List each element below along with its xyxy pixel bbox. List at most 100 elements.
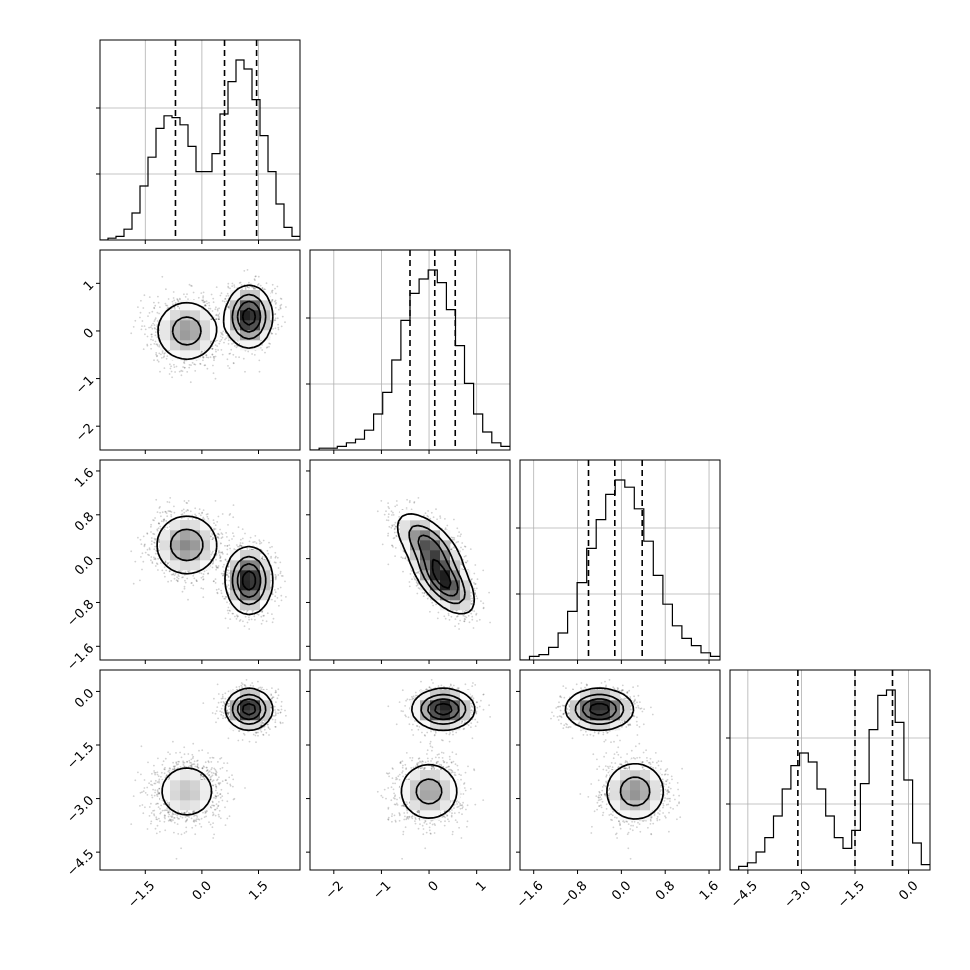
- sample-point: [261, 287, 264, 289]
- sample-point: [198, 572, 201, 574]
- sample-point: [228, 579, 231, 582]
- sample-point: [195, 580, 198, 582]
- sample-point: [227, 576, 230, 578]
- sample-point: [143, 544, 146, 546]
- sample-point: [213, 522, 215, 525]
- density-cell: [170, 340, 181, 351]
- sample-point: [220, 589, 223, 592]
- sample-point: [178, 297, 181, 300]
- sample-point: [274, 561, 277, 564]
- sample-point: [165, 512, 168, 514]
- sample-point: [214, 308, 217, 311]
- sample-point: [194, 363, 197, 366]
- sample-point: [154, 552, 157, 555]
- sample-point: [150, 537, 153, 539]
- sample-point: [203, 518, 206, 521]
- sample-point: [277, 587, 279, 590]
- sample-point: [205, 300, 208, 303]
- sample-point: [256, 284, 259, 286]
- sample-point: [176, 576, 179, 579]
- density-cell: [170, 330, 181, 341]
- sample-point: [227, 612, 230, 615]
- sample-point: [275, 302, 277, 304]
- sample-point: [153, 542, 156, 544]
- sample-point: [211, 566, 214, 569]
- sample-point: [248, 540, 251, 543]
- sample-point: [158, 352, 161, 355]
- sample-point: [168, 510, 171, 513]
- sample-point: [202, 359, 204, 362]
- sample-point: [226, 544, 229, 547]
- sample-point: [146, 335, 149, 338]
- sample-point: [209, 342, 212, 344]
- sample-point: [218, 533, 221, 536]
- sample-point: [261, 619, 264, 622]
- sample-point: [224, 617, 227, 620]
- sample-point: [181, 509, 183, 512]
- sample-point: [233, 345, 236, 347]
- sample-point: [218, 550, 220, 553]
- sample-point: [280, 594, 283, 597]
- sample-point: [215, 306, 217, 309]
- sample-point: [183, 293, 185, 296]
- sample-point: [227, 606, 230, 609]
- sample-point: [195, 514, 198, 517]
- sample-point: [241, 537, 244, 540]
- sample-point: [227, 285, 230, 288]
- sample-point: [187, 598, 189, 601]
- sample-point: [148, 296, 151, 298]
- sample-point: [214, 348, 217, 351]
- sample-point: [172, 297, 175, 299]
- sample-point: [252, 288, 255, 290]
- sample-point: [215, 318, 218, 321]
- density-cell: [220, 310, 231, 321]
- sample-point: [204, 364, 207, 367]
- sample-point: [200, 572, 203, 575]
- sample-point: [150, 543, 153, 545]
- sample-point: [150, 525, 152, 528]
- sample-point: [150, 531, 152, 533]
- sample-point: [266, 346, 269, 348]
- sample-point: [159, 506, 161, 508]
- sample-point: [154, 318, 157, 321]
- sample-point: [251, 611, 254, 614]
- sample-point: [182, 366, 185, 368]
- sample-point: [228, 304, 231, 307]
- sample-point: [222, 574, 225, 577]
- sample-point: [258, 359, 261, 362]
- sample-point: [280, 599, 283, 602]
- sample-point: [274, 306, 277, 309]
- sample-point: [221, 582, 224, 585]
- sample-point: [251, 610, 254, 612]
- sample-point: [215, 588, 218, 591]
- sample-point: [173, 299, 176, 302]
- sample-point: [158, 522, 161, 525]
- sample-point: [153, 301, 155, 304]
- density-cell: [260, 300, 271, 311]
- sample-point: [285, 306, 287, 308]
- sample-point: [177, 574, 180, 576]
- sample-point: [156, 320, 159, 322]
- sample-point: [185, 510, 188, 512]
- sample-point: [146, 533, 149, 535]
- sample-point: [271, 289, 274, 292]
- sample-point: [187, 570, 189, 573]
- sample-point: [274, 287, 276, 290]
- density-cell: [180, 350, 191, 361]
- sample-point: [181, 590, 184, 593]
- sample-point: [238, 620, 241, 622]
- sample-point: [224, 597, 227, 600]
- sample-point: [211, 347, 213, 350]
- sample-point: [206, 515, 209, 518]
- sample-point: [160, 515, 162, 518]
- sample-point: [158, 522, 160, 524]
- sample-point: [279, 572, 282, 575]
- sample-point: [275, 575, 277, 578]
- sample-point: [275, 555, 277, 558]
- sample-point: [206, 513, 209, 515]
- density-cell: [200, 320, 211, 331]
- sample-point: [271, 593, 274, 596]
- sample-point: [284, 321, 286, 324]
- sample-point: [186, 577, 189, 580]
- sample-point: [217, 532, 220, 535]
